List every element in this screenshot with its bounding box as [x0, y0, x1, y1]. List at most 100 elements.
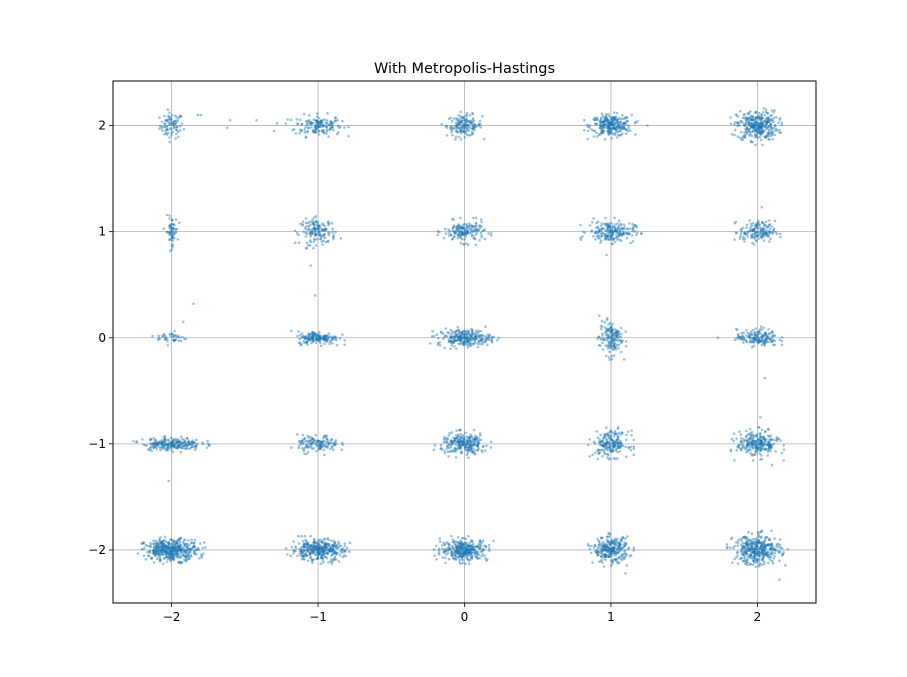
scatter-point	[746, 441, 749, 444]
scatter-point	[187, 441, 191, 445]
scatter-point	[608, 445, 612, 448]
scatter-point	[757, 448, 760, 451]
scatter-point	[319, 123, 322, 126]
scatter-point	[176, 446, 180, 450]
scatter-point	[766, 111, 769, 115]
scatter-point	[290, 329, 293, 333]
scatter-point	[160, 549, 163, 552]
scatter-point	[465, 113, 469, 117]
scatter-point	[301, 438, 305, 441]
scatter-point	[172, 445, 176, 448]
scatter-point	[324, 334, 328, 337]
scatter-point	[185, 557, 188, 561]
scatter-point	[778, 118, 782, 122]
scatter-point	[329, 120, 333, 124]
scatter-point	[759, 130, 763, 134]
scatter-point	[620, 126, 624, 129]
scatter-point	[607, 124, 611, 127]
scatter-point	[608, 321, 612, 325]
scatter-point	[455, 436, 458, 440]
scatter-point	[171, 223, 175, 226]
scatter-point	[170, 117, 173, 121]
scatter-point	[334, 439, 338, 442]
scatter-point	[316, 220, 319, 224]
scatter-point	[614, 448, 618, 451]
scatter-point	[756, 445, 759, 449]
scatter-point	[478, 226, 482, 230]
scatter-point	[763, 119, 767, 123]
scatter-point	[324, 240, 328, 244]
scatter-point	[617, 343, 621, 347]
scatter-point	[618, 129, 621, 132]
scatter-point	[170, 441, 173, 445]
scatter-point	[616, 330, 620, 334]
scatter-point	[316, 237, 319, 241]
scatter-point	[595, 118, 599, 121]
scatter-point	[309, 122, 313, 125]
scatter-point	[754, 128, 757, 132]
scatter-point	[464, 445, 467, 449]
scatter-point	[300, 128, 303, 132]
scatter-point	[461, 342, 465, 346]
scatter-point	[463, 330, 466, 333]
scatter-point	[748, 332, 752, 336]
scatter-point	[619, 338, 623, 342]
scatter-point	[300, 439, 304, 443]
scatter-point	[778, 538, 782, 541]
scatter-point	[343, 343, 347, 346]
scatter-point	[603, 119, 607, 123]
scatter-point	[453, 539, 456, 543]
scatter-point	[753, 331, 757, 335]
scatter-point	[176, 118, 180, 122]
scatter-point	[465, 453, 469, 457]
scatter-point	[462, 226, 465, 230]
scatter-point	[619, 326, 623, 330]
scatter-point	[763, 376, 767, 380]
scatter-point	[188, 443, 191, 446]
scatter-point	[603, 434, 607, 438]
scatter-point	[608, 236, 611, 240]
scatter-point	[465, 333, 469, 336]
scatter-point	[606, 434, 610, 437]
scatter-point	[763, 437, 766, 441]
scatter-point	[745, 127, 749, 130]
scatter-point	[460, 120, 463, 124]
scatter-point	[763, 118, 767, 122]
scatter-point	[471, 451, 474, 454]
scatter-point	[613, 240, 617, 244]
scatter-point	[462, 342, 465, 346]
scatter-point	[445, 335, 449, 338]
scatter-point	[460, 331, 464, 334]
scatter-point	[306, 337, 309, 341]
scatter-point	[768, 438, 771, 441]
scatter-point	[472, 125, 476, 129]
scatter-point	[754, 121, 757, 124]
scatter-point	[468, 223, 472, 227]
scatter-point	[457, 123, 461, 126]
scatter-point	[465, 343, 468, 346]
scatter-point	[754, 128, 758, 131]
scatter-point	[614, 330, 618, 333]
scatter-point	[608, 115, 611, 118]
scatter-point	[753, 237, 756, 240]
scatter-point	[464, 235, 468, 238]
scatter-point	[615, 229, 619, 233]
scatter-point	[150, 437, 153, 441]
scatter-point	[752, 439, 755, 443]
scatter-point	[751, 116, 755, 119]
scatter-point	[432, 548, 436, 551]
scatter-point	[464, 124, 468, 128]
scatter-point	[610, 442, 613, 446]
scatter-point	[318, 233, 321, 236]
scatter-point	[625, 236, 629, 240]
scatter-point	[164, 131, 168, 135]
scatter-point	[607, 433, 610, 437]
scatter-point	[609, 329, 613, 333]
scatter-point	[606, 234, 609, 238]
scatter-point	[747, 130, 750, 134]
scatter-point	[337, 560, 341, 563]
scatter-point	[593, 442, 597, 445]
scatter-point	[612, 345, 615, 348]
scatter-point	[597, 229, 601, 233]
scatter-point	[322, 233, 325, 236]
